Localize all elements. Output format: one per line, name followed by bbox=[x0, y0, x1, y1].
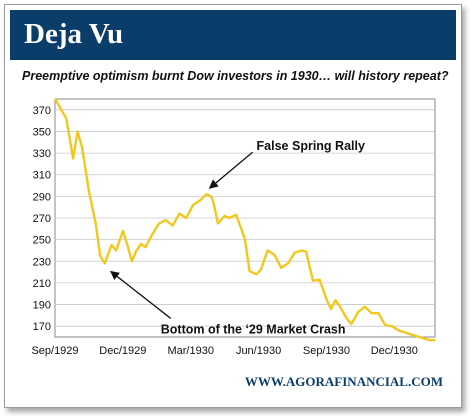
y-tick-label: 170 bbox=[33, 321, 51, 333]
x-tick-label: Dec/1929 bbox=[99, 345, 146, 357]
line-chart: 170 190 210 230 250 270 290 310 330 350 370 Sep/192… bbox=[31, 98, 436, 357]
source-url: WWW.AGORAFINANCIAL.COM bbox=[244, 374, 443, 389]
annotation-arrow-bottom bbox=[110, 270, 172, 319]
y-tick-label: 350 bbox=[33, 126, 51, 138]
x-tick-label: Dec/1930 bbox=[371, 345, 418, 357]
y-tick-label: 370 bbox=[33, 105, 51, 117]
y-tick-label: 270 bbox=[33, 213, 51, 225]
chart-subtitle: Preemptive optimism burnt Dow investors … bbox=[22, 69, 449, 83]
y-tick-label: 190 bbox=[33, 300, 51, 312]
y-tick-label: 250 bbox=[33, 235, 51, 247]
chart-frame: Deja Vu Preemptive optimism burnt Dow in… bbox=[4, 4, 462, 408]
x-tick-label: Sep/1929 bbox=[31, 345, 78, 357]
y-tick-label: 310 bbox=[33, 170, 51, 182]
y-tick-label: 230 bbox=[33, 256, 51, 268]
header-bar: Deja Vu bbox=[10, 10, 456, 60]
annotation-arrow-rally bbox=[208, 151, 253, 189]
page-title: Deja Vu bbox=[24, 18, 124, 50]
x-tick-label: Sep/1930 bbox=[303, 345, 350, 357]
annotation-rally: False Spring Rally bbox=[257, 139, 365, 153]
annotation-bottom: Bottom of the ‘29 Market Crash bbox=[161, 322, 346, 336]
y-tick-label: 330 bbox=[33, 148, 51, 160]
x-tick-label: Jun/1930 bbox=[236, 345, 281, 357]
x-tick-label: Mar/1930 bbox=[167, 345, 213, 357]
y-tick-label: 290 bbox=[33, 191, 51, 203]
y-tick-label: 210 bbox=[33, 278, 51, 290]
dow-series-line bbox=[53, 98, 435, 342]
